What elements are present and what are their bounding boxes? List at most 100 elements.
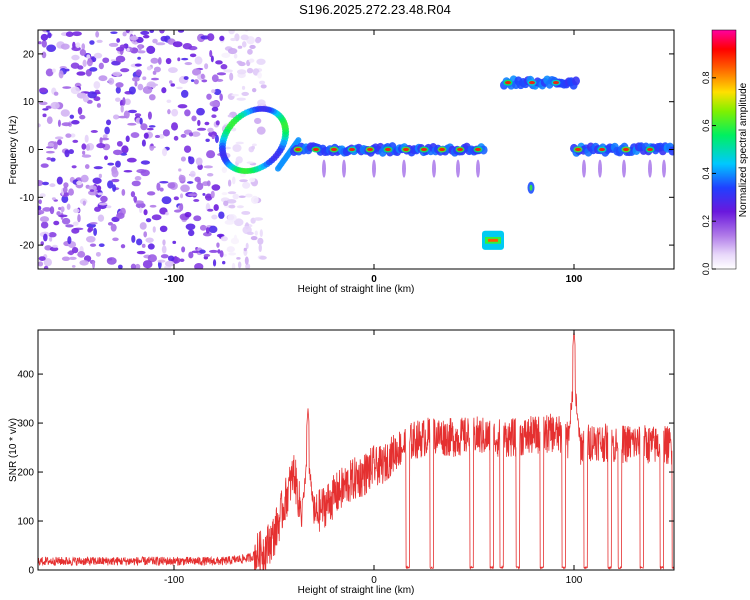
noise-blob [68,149,74,155]
noise-blob [93,227,98,236]
noise-blob [254,37,261,44]
noise-blob [58,70,64,79]
noise-blob [159,30,165,34]
noise-blob [98,202,108,206]
noise-blob [194,56,203,65]
colorbar-tick-label: 0.0 [701,263,711,276]
noise-blob [60,109,70,117]
noise-blob [72,221,79,226]
noise-blob [143,231,148,238]
noise-blob [96,185,102,191]
noise-blob [199,224,207,231]
noise-blob [134,200,144,204]
noise-blob [218,211,225,219]
noise-blob [191,115,197,122]
noise-blob [210,55,214,63]
noise-blob [104,126,110,135]
noise-blob [143,209,148,216]
noise-blob [116,140,123,147]
noise-blob [236,60,243,64]
noise-blob [65,133,72,138]
noise-blob [120,104,124,113]
noise-blob [137,50,146,54]
noise-blob [142,76,147,81]
noise-blob [249,44,256,50]
noise-blob [43,265,49,269]
noise-blob [73,208,80,213]
noise-blob [226,246,235,253]
noise-blob [197,164,203,170]
noise-blob [157,259,166,263]
noise-blob [116,212,125,220]
noise-blob [219,93,223,101]
noise-blob [133,195,138,203]
noise-blob [115,55,126,63]
noise-blob [98,75,108,82]
noise-blob [115,97,121,102]
right-band-core [599,147,605,152]
noise-blob [50,157,56,162]
noise-blob [106,257,117,265]
noise-blob [112,237,119,242]
noise-blob [150,57,159,64]
noise-blob [160,254,169,259]
noise-blob [49,236,53,242]
noise-blob [248,58,255,63]
noise-blob [68,188,74,196]
colorbar-ticks: 0.0 0.2 0.4 0.6 0.8 [701,72,716,276]
noise-blob [82,150,86,155]
noise-blob [235,141,244,145]
noise-blob [125,135,130,143]
noise-blob [60,43,70,50]
noise-blob [102,134,108,139]
main-band-core [295,147,301,152]
noise-blob [165,58,172,65]
noise-blob [167,67,178,73]
noise-blob [147,111,152,120]
right-band-core [575,147,581,152]
noise-blob [233,218,244,227]
noise-blob [79,259,89,266]
noise-blob [135,69,142,76]
snr-plot-area [38,330,674,570]
noise-blob [188,132,194,137]
noise-blob [46,116,53,124]
noise-blob [75,42,81,49]
noise-blob [213,204,219,211]
noise-blob [209,49,213,58]
noise-blob [84,134,89,143]
noise-blob [76,180,83,186]
noise-blob [180,133,187,138]
colorbar-tick-label: 0.2 [701,215,711,228]
noise-blob [45,68,54,77]
noise-blob [182,43,193,50]
noise-blob [187,193,198,197]
noise-blob [180,184,190,193]
noise-blob [202,231,212,237]
noise-blob [71,54,80,61]
noise-blob [58,206,62,211]
noise-blob [128,86,136,95]
noise-blob [89,40,95,45]
noise-blob [89,221,98,225]
noise-blob [237,45,243,49]
noise-blob [110,31,118,34]
noise-blob [241,210,251,215]
noise-blob [159,225,168,233]
noise-blob [134,81,138,87]
noise-blob [95,251,101,257]
noise-blob [102,57,110,64]
noise-blob [160,35,168,42]
noise-blob [42,207,52,212]
noise-blob [150,145,156,149]
noise-blob [179,203,184,212]
spectrogram-xtick-label: -100 [164,274,184,285]
noise-blob [72,31,82,37]
noise-blob [92,260,96,269]
streak-blob [402,159,406,178]
noise-blob [228,30,235,35]
noise-blob [68,256,77,260]
noise-blob [166,99,172,103]
noise-blob [63,182,69,188]
noise-blob [183,76,189,80]
